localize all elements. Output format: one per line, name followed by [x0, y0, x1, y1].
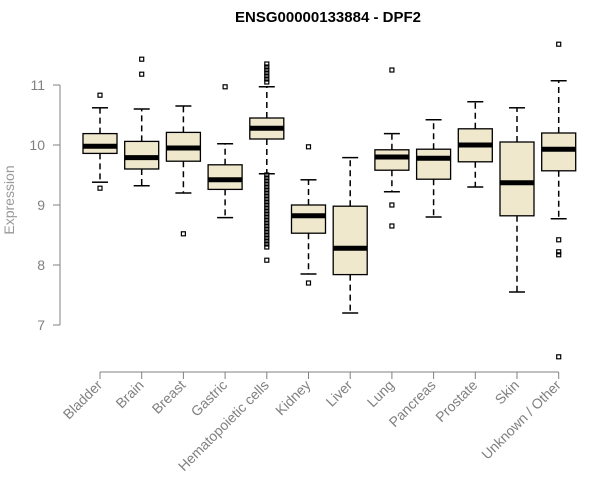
- outlier-point: [264, 79, 270, 85]
- outlier-point: [556, 41, 562, 47]
- box-iqr: [290, 204, 327, 234]
- outlier-point: [264, 184, 270, 190]
- outlier-point: [264, 178, 270, 184]
- outlier-point: [97, 92, 103, 98]
- box-series: [82, 41, 577, 360]
- box-iqr: [499, 141, 535, 217]
- x-tick-label: Unknown / Other: [478, 377, 564, 463]
- outlier-point: [139, 56, 145, 62]
- y-tick-label: 8: [37, 257, 45, 273]
- outlier-point: [264, 190, 270, 196]
- outlier-point: [264, 229, 270, 235]
- box-group: [457, 101, 493, 188]
- outlier-point: [556, 354, 562, 360]
- outlier-point: [305, 144, 312, 150]
- x-tick-label: Liver: [323, 377, 356, 410]
- outlier-point: [264, 208, 270, 214]
- outlier-point: [264, 214, 270, 220]
- outlier-point: [264, 226, 270, 232]
- outlier-point: [264, 211, 270, 217]
- x-tick-label: Prostate: [432, 377, 480, 425]
- box-group: [124, 56, 160, 187]
- box-group: [82, 92, 118, 191]
- outlier-point: [264, 187, 270, 193]
- y-tick-label: 11: [30, 77, 45, 93]
- outlier-point: [264, 217, 270, 223]
- box-iqr: [541, 132, 577, 172]
- outlier-point: [139, 71, 145, 77]
- box-iqr: [374, 149, 410, 171]
- outlier-point: [180, 231, 186, 237]
- box-iqr: [82, 132, 118, 155]
- outlier-point: [264, 172, 270, 178]
- box-group: [541, 41, 577, 360]
- box-iqr: [332, 205, 368, 276]
- x-tick-label: Breast: [149, 377, 189, 417]
- box-group: [290, 144, 327, 286]
- box-group: [499, 107, 535, 293]
- outlier-point: [264, 241, 270, 247]
- outlier-point: [264, 175, 270, 181]
- outlier-point: [556, 252, 562, 258]
- outlier-point: [264, 220, 270, 226]
- x-tick-label: Lung: [364, 377, 397, 410]
- outlier-point: [305, 280, 312, 286]
- y-tick-label: 9: [37, 197, 45, 213]
- outlier-point: [264, 196, 270, 202]
- box-group: [332, 156, 368, 314]
- chart-title: ENSG00000133884 - DPF2: [235, 9, 421, 26]
- outlier-point: [264, 223, 270, 229]
- outlier-point: [264, 235, 270, 241]
- outlier-point: [264, 193, 270, 199]
- outlier-point: [264, 232, 270, 238]
- outlier-point: [264, 205, 270, 211]
- box-group: [415, 119, 452, 218]
- outlier-point: [264, 238, 270, 244]
- box-group: [165, 105, 202, 237]
- outlier-point: [389, 202, 395, 208]
- outlier-point: [264, 257, 270, 263]
- y-axis-label: Expression: [1, 165, 17, 234]
- box-group: [207, 84, 243, 219]
- x-tick-label: Skin: [492, 377, 523, 408]
- x-tick-label: Kidney: [272, 377, 314, 419]
- outlier-point: [556, 237, 562, 243]
- outlier-point: [264, 61, 270, 67]
- outlier-point: [264, 202, 270, 208]
- x-tick-label: Bladder: [60, 377, 106, 423]
- x-tick-label: Brain: [112, 377, 146, 411]
- y-tick-label: 7: [37, 317, 45, 333]
- box-iqr: [415, 148, 452, 180]
- outlier-point: [264, 199, 270, 205]
- outlier-point: [389, 223, 395, 229]
- box-group: [374, 67, 410, 229]
- outlier-point: [264, 244, 270, 250]
- y-tick-label: 10: [29, 137, 45, 153]
- outlier-point: [389, 67, 395, 73]
- box-group: [249, 61, 285, 263]
- outlier-point: [264, 64, 270, 70]
- outlier-point: [264, 67, 270, 73]
- outlier-point: [264, 73, 270, 79]
- box-iqr: [207, 164, 243, 191]
- outlier-point: [264, 181, 270, 187]
- outlier-point: [556, 249, 562, 255]
- outlier-point: [264, 70, 270, 76]
- outlier-point: [264, 76, 270, 82]
- outlier-point: [222, 84, 228, 90]
- y-axis: 7 8 9 10 11: [29, 77, 61, 333]
- outlier-point: [97, 185, 103, 191]
